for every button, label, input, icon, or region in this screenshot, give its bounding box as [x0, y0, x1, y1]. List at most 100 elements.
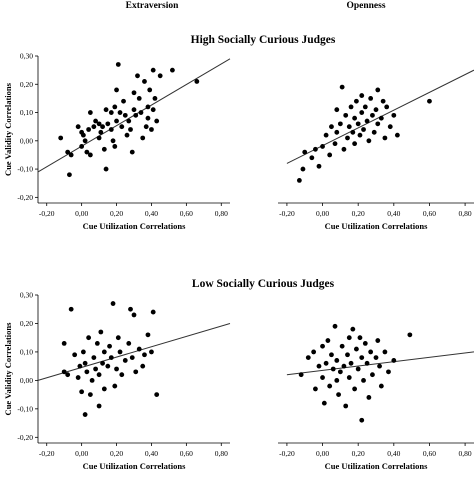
data-point [359, 93, 365, 98]
data-point [354, 98, 359, 104]
data-point [124, 132, 130, 138]
data-point [98, 329, 104, 335]
data-point [378, 115, 384, 121]
data-point [337, 121, 343, 127]
data-point [329, 352, 334, 358]
data-point [122, 358, 128, 363]
data-point [108, 127, 114, 132]
data-point [345, 352, 350, 358]
x-tick-label: 0,60 [180, 449, 193, 458]
data-point [112, 383, 118, 389]
data-point [131, 90, 137, 96]
data-point [361, 377, 366, 383]
data-point [142, 79, 147, 84]
data-point [147, 87, 153, 93]
data-point [58, 135, 64, 141]
data-point [194, 79, 200, 84]
data-point [348, 104, 354, 110]
data-point [108, 355, 114, 361]
data-point [373, 107, 379, 113]
data-point [152, 96, 158, 101]
data-point [135, 73, 140, 79]
data-point [316, 363, 322, 369]
data-point [339, 343, 345, 349]
x-tick-label: 0,00 [316, 209, 329, 218]
data-point [362, 340, 368, 346]
x-tick-label: 0,60 [423, 449, 436, 458]
data-point [145, 115, 151, 121]
data-point [364, 118, 370, 124]
data-point [101, 349, 107, 355]
data-point [377, 363, 382, 369]
data-point [359, 110, 365, 115]
x-tick-label: 0,00 [75, 449, 88, 458]
data-point [96, 121, 102, 127]
column-title-openness: Openness [346, 1, 385, 11]
x-tick-label: 0,00 [75, 209, 88, 218]
data-point [355, 121, 361, 127]
data-point [427, 98, 432, 104]
data-point [370, 372, 375, 378]
data-point [386, 369, 391, 375]
y-tick-label: 0,20 [20, 319, 33, 328]
data-point [311, 349, 317, 355]
x-tick-label: 0,00 [316, 449, 329, 458]
section-title-low: Low Socially Curious Judges [192, 278, 335, 290]
data-point [323, 132, 329, 138]
data-point [89, 377, 95, 383]
data-point [87, 152, 93, 158]
data-point [105, 363, 111, 369]
data-point [108, 110, 114, 115]
data-point [359, 355, 365, 361]
data-point [61, 369, 67, 375]
data-point [382, 349, 388, 355]
data-point [170, 67, 175, 73]
data-point [378, 383, 384, 389]
data-point [339, 84, 345, 90]
data-point [138, 110, 144, 115]
data-point [366, 395, 372, 400]
x-tick-label: 0,80 [459, 209, 472, 218]
data-point [336, 392, 341, 398]
data-point [136, 346, 142, 352]
data-point [114, 366, 119, 372]
data-point [100, 360, 105, 366]
data-point [154, 392, 160, 398]
data-point [320, 343, 325, 349]
data-point [82, 412, 88, 417]
data-point [343, 112, 349, 118]
data-point [103, 107, 109, 113]
y-tick-label: 0,00 [20, 376, 33, 385]
data-point [149, 127, 154, 132]
scatter-panel-1: -0,20 0,00 0,20 0,40 0,60 0,80 Cue Utilization… [3, 52, 231, 231]
data-point [334, 129, 340, 135]
data-point [65, 149, 71, 155]
data-point [346, 375, 352, 380]
data-point [391, 112, 397, 118]
data-point [119, 372, 125, 378]
data-point [327, 383, 333, 389]
data-point [364, 360, 370, 366]
data-point [68, 152, 74, 158]
data-point [375, 338, 381, 343]
x-tick-label: 0,40 [387, 209, 400, 218]
y-axis-label: Cue Validity Correlations [3, 82, 13, 176]
data-point [334, 358, 340, 363]
data-point [75, 124, 81, 130]
plots-layer: -0,20 0,00 0,20 0,40 0,60 0,80 Cue Utilization… [3, 52, 474, 471]
data-point [80, 349, 86, 355]
data-point [77, 363, 83, 369]
data-point [129, 149, 135, 155]
data-point [334, 107, 340, 113]
data-point [87, 110, 93, 115]
data-point [96, 135, 102, 141]
data-point [128, 306, 133, 312]
data-point [296, 177, 302, 183]
data-point [407, 332, 413, 338]
data-point [334, 377, 340, 383]
data-point [67, 172, 72, 178]
data-point [157, 73, 163, 79]
data-point [122, 112, 128, 118]
data-point [133, 369, 139, 375]
